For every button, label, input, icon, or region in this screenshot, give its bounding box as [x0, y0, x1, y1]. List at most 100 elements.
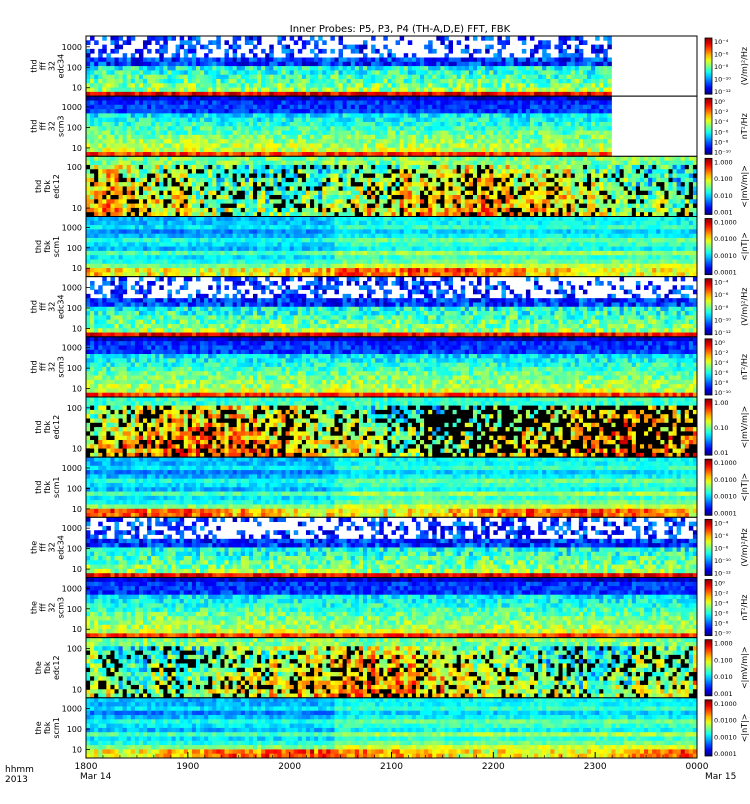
heatmap-cell	[339, 191, 343, 196]
heatmap-cell	[436, 165, 440, 170]
heatmap-cell	[330, 105, 334, 110]
heatmap-cell	[119, 105, 123, 110]
heatmap-cell	[106, 208, 110, 213]
heatmap-cell	[180, 204, 184, 209]
heatmap-cell	[571, 191, 575, 196]
heatmap-cell	[180, 165, 184, 170]
heatmap-cell	[326, 182, 330, 187]
heatmap-cell	[599, 62, 603, 67]
heatmap-cell	[457, 208, 461, 213]
heatmap-cell	[563, 70, 567, 75]
heatmap-cell	[216, 75, 220, 80]
heatmap-cell	[542, 122, 546, 127]
heatmap-cell	[302, 70, 306, 75]
heatmap-cell	[473, 105, 477, 110]
heatmap-cell	[587, 126, 591, 131]
heatmap-cell	[501, 57, 505, 62]
heatmap-cell	[538, 191, 542, 196]
heatmap-cell	[131, 105, 135, 110]
heatmap-cell	[139, 79, 143, 84]
heatmap-cell	[396, 139, 400, 144]
heatmap-cell	[603, 143, 607, 148]
heatmap-cell	[131, 131, 135, 136]
heatmap-cell	[546, 139, 550, 144]
heatmap-cell	[343, 135, 347, 140]
heatmap-cell	[318, 195, 322, 200]
heatmap-cell	[546, 191, 550, 196]
heatmap-cell	[485, 122, 489, 127]
heatmap-cell	[424, 204, 428, 209]
heatmap-cell	[172, 139, 176, 144]
heatmap-cell	[339, 195, 343, 200]
heatmap-cell	[290, 186, 294, 191]
heatmap-cell	[420, 135, 424, 140]
heatmap-cell	[534, 191, 538, 196]
heatmap-cell	[159, 96, 163, 101]
heatmap-cell	[351, 109, 355, 114]
heatmap-cell	[106, 143, 110, 148]
heatmap-cell	[115, 148, 119, 153]
heatmap-cell	[412, 143, 416, 148]
heatmap-cell	[143, 156, 147, 161]
heatmap-cell	[351, 96, 355, 101]
heatmap-cell	[253, 122, 257, 127]
heatmap-cell	[587, 83, 591, 88]
heatmap-cell	[249, 113, 253, 118]
heatmap-cell	[269, 148, 273, 153]
heatmap-cell	[224, 57, 228, 62]
heatmap-cell	[163, 62, 167, 67]
heatmap-cell	[302, 139, 306, 144]
heatmap-cell	[420, 143, 424, 148]
heatmap-cell	[241, 57, 245, 62]
heatmap-cell	[286, 45, 290, 50]
heatmap-cell	[408, 75, 412, 80]
heatmap-cell	[587, 143, 591, 148]
heatmap-cell	[387, 191, 391, 196]
heatmap-cell	[449, 143, 453, 148]
heatmap-cell	[591, 83, 595, 88]
heatmap-cell	[579, 165, 583, 170]
heatmap-cell	[546, 195, 550, 200]
heatmap-cell	[489, 195, 493, 200]
heatmap-cell	[383, 57, 387, 62]
heatmap-cell	[392, 174, 396, 179]
heatmap-cell	[383, 195, 387, 200]
heatmap-cell	[269, 174, 273, 179]
heatmap-cell	[167, 199, 171, 204]
heatmap-cell	[180, 139, 184, 144]
heatmap-cell	[501, 62, 505, 67]
heatmap-cell	[241, 126, 245, 131]
heatmap-cell	[192, 139, 196, 144]
heatmap-cell	[204, 126, 208, 131]
heatmap-cell	[497, 79, 501, 84]
heatmap-cell	[489, 161, 493, 166]
heatmap-cell	[106, 165, 110, 170]
y-axis-label: thdfff32edc34	[30, 54, 66, 79]
heatmap-cell	[371, 100, 375, 105]
heatmap-cell	[469, 109, 473, 114]
heatmap-cell	[224, 40, 228, 45]
heatmap-cell	[273, 199, 277, 204]
heatmap-cell	[180, 199, 184, 204]
heatmap-cell	[432, 126, 436, 131]
heatmap-cell	[567, 79, 571, 84]
heatmap-cell	[355, 100, 359, 105]
heatmap-cell	[546, 135, 550, 140]
heatmap-cell	[359, 75, 363, 80]
heatmap-cell	[530, 156, 534, 161]
heatmap-cell	[229, 165, 233, 170]
heatmap-cell	[530, 57, 534, 62]
heatmap-cell	[497, 126, 501, 131]
heatmap-cell	[420, 75, 424, 80]
heatmap-cell	[135, 143, 139, 148]
heatmap-cell	[554, 83, 558, 88]
heatmap-cell	[216, 126, 220, 131]
heatmap-cell	[465, 96, 469, 101]
heatmap-cell	[172, 165, 176, 170]
heatmap-cell	[237, 156, 241, 161]
heatmap-cell	[457, 135, 461, 140]
heatmap-cell	[526, 131, 530, 136]
heatmap-cell	[453, 62, 457, 67]
heatmap-cell	[449, 139, 453, 144]
heatmap-cell	[428, 40, 432, 45]
